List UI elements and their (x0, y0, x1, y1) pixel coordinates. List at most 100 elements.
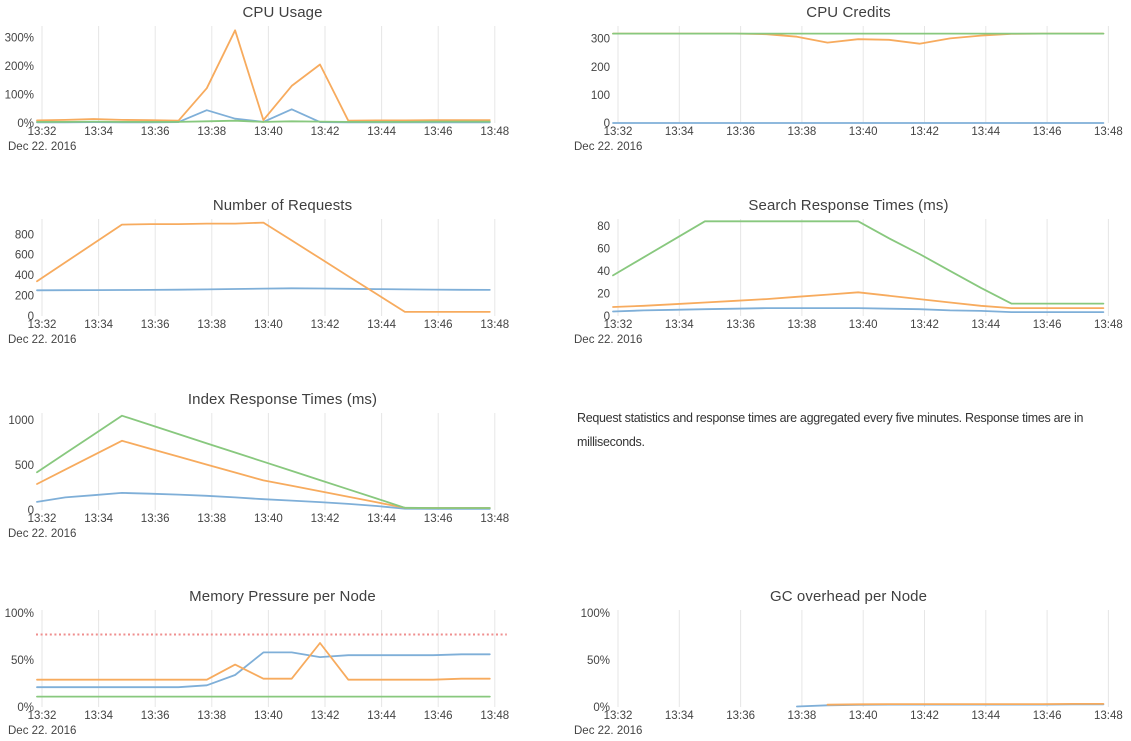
svg-text:200%: 200% (5, 61, 34, 73)
svg-text:13:42: 13:42 (910, 126, 939, 138)
svg-text:200: 200 (591, 62, 610, 74)
svg-text:13:34: 13:34 (665, 319, 694, 331)
svg-text:Dec 22. 2016: Dec 22. 2016 (8, 528, 76, 540)
svg-text:13:40: 13:40 (254, 710, 283, 722)
svg-text:13:38: 13:38 (197, 126, 226, 138)
svg-text:Dec 22. 2016: Dec 22. 2016 (574, 334, 642, 346)
svg-text:13:48: 13:48 (480, 710, 509, 722)
chart-memory-pressure: Memory Pressure per Node 13:32 13:34 13:36… (0, 584, 565, 741)
cpu-usage-plot-area[interactable]: 13:32 13:34 13:36 13:38 13:40 13:42 13:44 13:46… (0, 22, 565, 157)
svg-text:13:48: 13:48 (1094, 710, 1123, 722)
chart-title: Number of Requests (212, 197, 353, 214)
svg-text:300%: 300% (5, 32, 34, 44)
svg-text:13:38: 13:38 (197, 710, 226, 722)
svg-text:13:36: 13:36 (141, 126, 170, 138)
svg-text:13:44: 13:44 (367, 126, 396, 138)
svg-text:13:44: 13:44 (367, 513, 396, 525)
chart-cpu-credits: CPU Credits 13:32 13:34 13:36 13:38 13:40 13:… (566, 0, 1131, 157)
svg-text:13:48: 13:48 (480, 126, 509, 138)
svg-text:13:40: 13:40 (849, 126, 878, 138)
svg-text:0%: 0% (17, 118, 34, 130)
svg-text:13:48: 13:48 (1094, 319, 1123, 331)
svg-text:13:36: 13:36 (726, 710, 755, 722)
chart-title: CPU Usage (242, 4, 323, 21)
svg-text:Dec 22. 2016: Dec 22. 2016 (8, 334, 76, 346)
svg-text:13:36: 13:36 (726, 319, 755, 331)
svg-text:13:32: 13:32 (28, 513, 57, 525)
svg-text:0: 0 (28, 505, 34, 517)
number-of-requests-plot-area[interactable]: 13:32 13:34 13:36 13:38 13:40 13:42 13:44 13:46… (0, 215, 565, 350)
svg-text:100%: 100% (5, 608, 34, 620)
chart-title: Index Response Times (ms) (187, 391, 378, 408)
svg-text:13:36: 13:36 (141, 319, 170, 331)
svg-text:100%: 100% (581, 608, 610, 620)
svg-text:13:36: 13:36 (726, 126, 755, 138)
svg-text:300: 300 (591, 34, 610, 46)
svg-text:1000: 1000 (8, 415, 34, 427)
chart-gc-overhead: GC overhead per Node 13:32 13:34 13:36 13:3… (566, 584, 1131, 741)
svg-text:0%: 0% (17, 702, 34, 714)
search-response-times-plot-area[interactable]: 13:32 13:34 13:36 13:38 13:40 13:42 13:44 13:46… (566, 215, 1131, 350)
svg-text:13:46: 13:46 (424, 513, 453, 525)
chart-search-response-times: Search Response Times (ms) 13:32 13:34 13:… (566, 193, 1131, 350)
cpu-credits-plot-area[interactable]: 13:32 13:34 13:36 13:38 13:40 13:42 13:44 13:46… (566, 22, 1131, 157)
memory-pressure-plot-area[interactable]: 13:32 13:34 13:36 13:38 13:40 13:42 13:44 13:46… (0, 606, 565, 741)
svg-text:13:32: 13:32 (28, 126, 57, 138)
svg-text:Dec 22. 2016: Dec 22. 2016 (574, 141, 642, 153)
svg-text:50%: 50% (587, 655, 610, 667)
svg-text:40: 40 (597, 266, 610, 278)
svg-text:400: 400 (15, 270, 34, 282)
chart-number-of-requests: Number of Requests 13:32 13:34 13:36 13:38 1… (0, 193, 565, 350)
svg-text:13:42: 13:42 (311, 513, 340, 525)
svg-text:13:46: 13:46 (1033, 710, 1062, 722)
svg-text:60: 60 (597, 243, 610, 255)
svg-text:0%: 0% (593, 702, 610, 714)
svg-text:13:40: 13:40 (849, 319, 878, 331)
svg-text:100%: 100% (5, 90, 34, 102)
svg-text:Dec 22. 2016: Dec 22. 2016 (8, 141, 76, 153)
svg-text:13:46: 13:46 (424, 319, 453, 331)
svg-text:200: 200 (15, 291, 34, 303)
chart-cpu-usage: CPU Usage 13:32 13:34 13:36 13:38 13:40 13:42… (0, 0, 565, 157)
svg-text:13:40: 13:40 (254, 513, 283, 525)
chart-index-response-times: Index Response Times (ms) 13:32 13:34 13:3… (0, 387, 565, 544)
svg-text:13:44: 13:44 (971, 319, 1000, 331)
svg-text:13:32: 13:32 (28, 319, 57, 331)
chart-title: GC overhead per Node (769, 588, 928, 605)
svg-text:0: 0 (604, 311, 610, 323)
svg-text:600: 600 (15, 250, 34, 262)
svg-text:20: 20 (597, 288, 610, 300)
svg-text:13:38: 13:38 (788, 126, 817, 138)
chart-title: Memory Pressure per Node (189, 588, 376, 605)
svg-text:13:34: 13:34 (84, 126, 113, 138)
svg-text:0: 0 (604, 118, 610, 130)
svg-text:13:46: 13:46 (424, 710, 453, 722)
chart-title: CPU Credits (806, 4, 891, 21)
svg-text:13:48: 13:48 (480, 319, 509, 331)
svg-text:13:34: 13:34 (84, 710, 113, 722)
svg-text:13:44: 13:44 (971, 710, 1000, 722)
svg-text:13:38: 13:38 (197, 513, 226, 525)
svg-text:13:34: 13:34 (665, 126, 694, 138)
svg-text:0: 0 (28, 311, 34, 323)
svg-text:13:34: 13:34 (84, 319, 113, 331)
chart-title: Search Response Times (ms) (748, 197, 949, 214)
svg-text:13:48: 13:48 (480, 513, 509, 525)
svg-text:13:42: 13:42 (910, 710, 939, 722)
svg-text:13:32: 13:32 (604, 710, 633, 722)
aggregation-note: Request statistics and response times ar… (577, 411, 1084, 449)
svg-text:13:46: 13:46 (1033, 126, 1062, 138)
gc-overhead-plot-area[interactable]: 13:32 13:34 13:36 13:38 13:40 13:42 13:44 13:46… (566, 606, 1131, 741)
svg-text:13:42: 13:42 (311, 710, 340, 722)
svg-text:13:36: 13:36 (141, 710, 170, 722)
svg-text:13:42: 13:42 (910, 319, 939, 331)
svg-text:13:34: 13:34 (665, 710, 694, 722)
svg-text:13:42: 13:42 (311, 126, 340, 138)
svg-text:13:38: 13:38 (788, 710, 817, 722)
index-response-times-plot-area[interactable]: 13:32 13:34 13:36 13:38 13:40 13:42 13:44 13:46… (0, 409, 565, 544)
svg-text:13:38: 13:38 (197, 319, 226, 331)
svg-text:100: 100 (591, 90, 610, 102)
svg-text:13:48: 13:48 (1094, 126, 1123, 138)
svg-text:Dec 22. 2016: Dec 22. 2016 (8, 725, 76, 737)
svg-text:13:40: 13:40 (849, 710, 878, 722)
